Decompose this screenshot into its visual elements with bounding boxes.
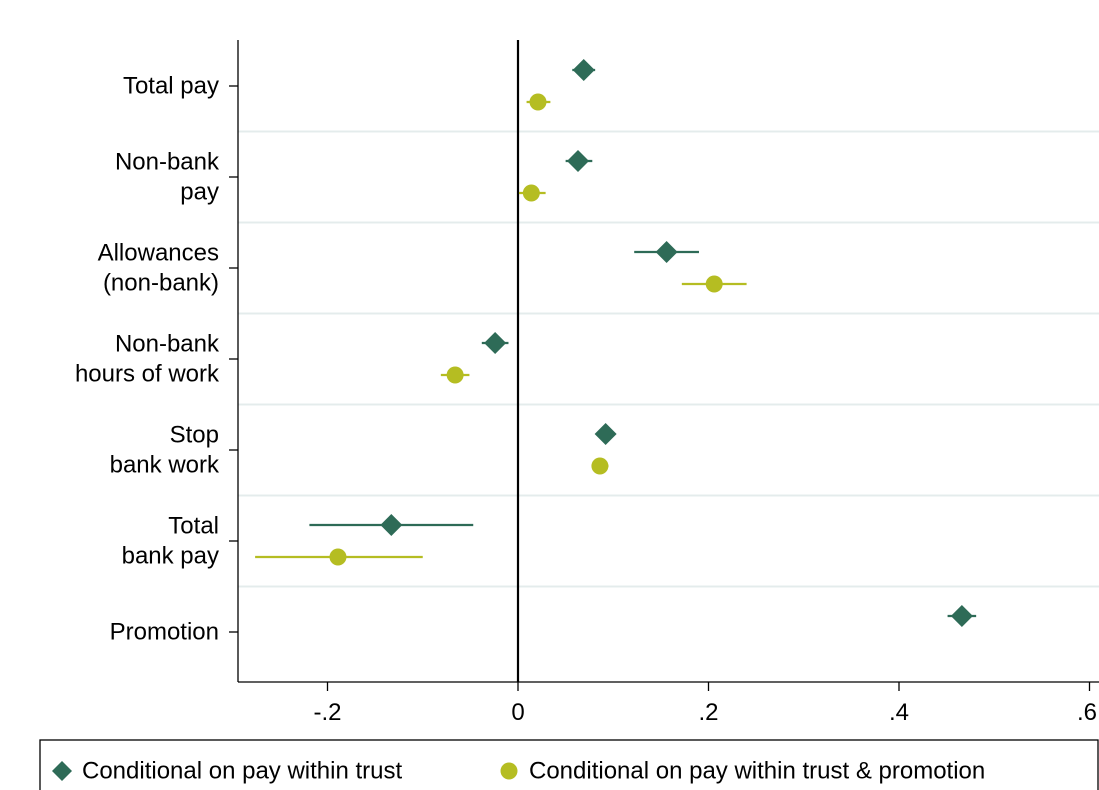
y-category-label: Total pay — [123, 73, 219, 100]
estimate-diamond-marker — [567, 150, 590, 172]
legend-label: Conditional on pay within trust — [82, 758, 403, 785]
x-tick-label: .6 — [1077, 699, 1097, 726]
estimate-diamond-marker — [655, 241, 678, 263]
legend: Conditional on pay within trust Condition… — [39, 739, 1099, 790]
axes: Total pay Non-bank pay Allowances (non-bank)… — [75, 40, 1099, 726]
y-category-label: Non-bank — [115, 331, 220, 358]
estimate-circle-marker — [522, 184, 540, 202]
legend-box — [39, 739, 1099, 790]
gridlines — [238, 130, 1099, 588]
estimate-diamond-marker — [484, 332, 507, 354]
legend-diamond-icon — [52, 761, 72, 781]
y-category-label: (non-bank) — [103, 270, 219, 297]
y-category-label: Stop — [170, 422, 219, 449]
y-category-label: bank pay — [122, 543, 219, 570]
y-category-label: bank work — [110, 452, 220, 479]
estimate-circle-marker — [591, 457, 609, 475]
y-category-label: Non-bank — [115, 149, 220, 176]
estimate-diamond-marker — [572, 59, 595, 81]
y-category-label: Promotion — [110, 619, 219, 646]
x-tick-label: .4 — [889, 699, 909, 726]
estimate-circle-marker — [329, 548, 347, 566]
y-category-label: Total — [168, 513, 219, 540]
estimate-diamond-marker — [950, 605, 973, 627]
legend-circle-icon — [500, 762, 518, 780]
data-marks — [255, 59, 977, 627]
y-category-label: pay — [180, 179, 219, 206]
legend-label: Conditional on pay within trust & promot… — [529, 758, 985, 785]
x-tick-label: -.2 — [313, 699, 341, 726]
y-category-label: hours of work — [75, 361, 220, 388]
estimate-circle-marker — [446, 366, 464, 384]
y-category-label: Allowances — [98, 240, 219, 267]
x-tick-label: 0 — [511, 699, 524, 726]
estimate-circle-marker — [529, 93, 547, 111]
estimate-circle-marker — [705, 275, 723, 293]
estimate-diamond-marker — [380, 514, 403, 536]
x-tick-label: .2 — [698, 699, 718, 726]
estimate-diamond-marker — [594, 423, 617, 445]
